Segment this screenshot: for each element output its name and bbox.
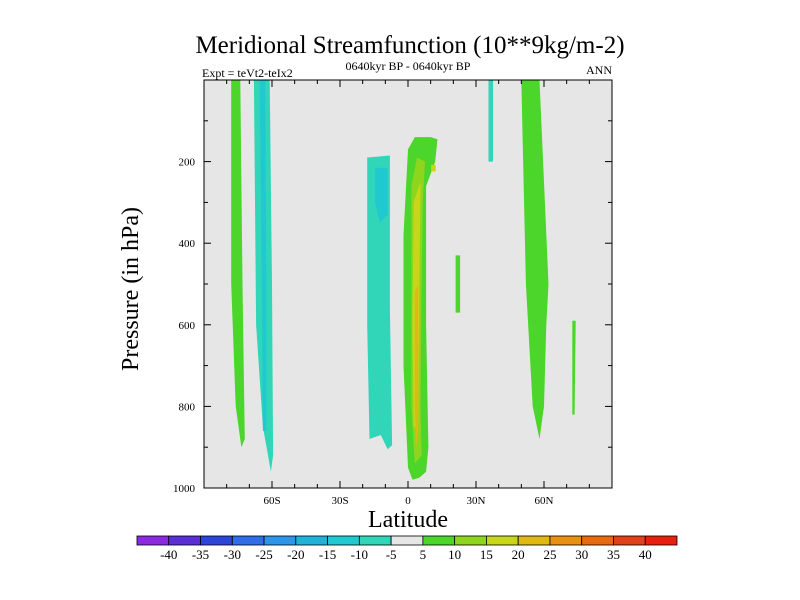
colorbar-swatch [549, 535, 583, 546]
colorbar-label: 35 [607, 547, 620, 562]
colorbar-label: -20 [287, 547, 304, 562]
colorbar-swatch [200, 535, 233, 546]
colorbar-label: -35 [192, 547, 209, 562]
x-tick-label: 30N [467, 495, 486, 507]
y-tick-label: 400 [179, 238, 196, 250]
colorbar-label: 20 [512, 547, 525, 562]
contour-region-5 [375, 167, 388, 223]
colorbar-label: 30 [575, 547, 588, 562]
y-tick-label: 200 [179, 157, 196, 169]
contour-region-4 [367, 155, 393, 450]
contour-region-11 [455, 255, 461, 313]
experiment-label: Expt = teVt2-teIx2 [202, 66, 293, 80]
season-label: ANN [586, 63, 612, 77]
contour-region-3 [259, 80, 267, 431]
colorbar-swatch [327, 535, 360, 546]
colorbar-swatch [517, 535, 551, 546]
y-tick-label: 600 [179, 320, 196, 332]
x-tick-label: 60S [263, 495, 280, 507]
colorbar-swatch [136, 535, 170, 546]
colorbar-swatch [644, 535, 678, 546]
colorbar-swatch [613, 535, 646, 546]
colorbar-label: -5 [386, 547, 397, 562]
colorbar-label: -10 [351, 547, 368, 562]
colorbar-swatch [390, 535, 424, 546]
colorbar-label: -15 [319, 547, 336, 562]
time-range-label: 0640kyr BP - 0640kyr BP [346, 59, 471, 73]
colorbar-swatch [231, 535, 265, 546]
contour-region-14 [572, 320, 576, 415]
colorbar-swatch [581, 535, 614, 546]
chart-title: Meridional Streamfunction (10**9kg/m-2) [195, 32, 624, 59]
x-tick-label: 30S [331, 495, 348, 507]
colorbar-swatch [295, 535, 328, 546]
colorbar-label: 40 [639, 547, 652, 562]
colorbar-swatch [263, 535, 297, 546]
colorbar-label: 5 [420, 547, 427, 562]
colorbar-label: -25 [255, 547, 272, 562]
colorbar-label: -30 [224, 547, 241, 562]
x-tick-label: 60N [535, 495, 554, 507]
contour-region-13 [521, 80, 549, 439]
x-tick-label: 0 [405, 495, 411, 507]
colorbar-swatch [358, 535, 392, 546]
colorbar-label: 15 [480, 547, 493, 562]
colorbar-label: -40 [160, 547, 177, 562]
contour-region-9 [414, 284, 419, 448]
colorbar-swatch [422, 535, 456, 546]
y-tick-label: 800 [179, 401, 196, 413]
colorbar-swatch [454, 535, 487, 546]
colorbar: -40 -35 -30 -25 -20 -15 -10 -5 5 10 15 20 25 30 35 40 [136, 535, 678, 562]
plot-area: 60S 30S 0 30N 60N 200 400 600 800 1000 [173, 79, 613, 507]
y-axis-label: Pressure (in hPa) [118, 207, 144, 371]
colorbar-label: 25 [543, 547, 556, 562]
colorbar-swatch [486, 535, 519, 546]
x-axis-label: Latitude [368, 507, 448, 533]
contour-region-12 [488, 80, 493, 162]
y-tick-label: 1000 [173, 483, 196, 495]
contour-region-10 [431, 164, 436, 172]
colorbar-swatch [168, 535, 201, 546]
colorbar-label: 10 [448, 547, 461, 562]
contour-region-1 [231, 80, 245, 448]
